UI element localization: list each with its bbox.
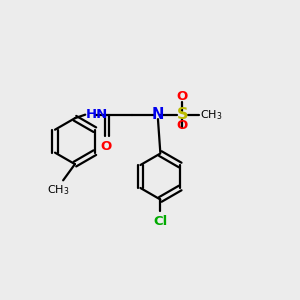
- Text: Cl: Cl: [153, 215, 167, 228]
- Text: O: O: [177, 119, 188, 132]
- Text: O: O: [177, 91, 188, 103]
- Text: O: O: [101, 140, 112, 153]
- Text: CH$_3$: CH$_3$: [47, 183, 70, 197]
- Text: HN: HN: [86, 108, 108, 121]
- Text: CH$_3$: CH$_3$: [200, 108, 223, 122]
- Text: N: N: [151, 107, 164, 122]
- Text: S: S: [177, 107, 188, 122]
